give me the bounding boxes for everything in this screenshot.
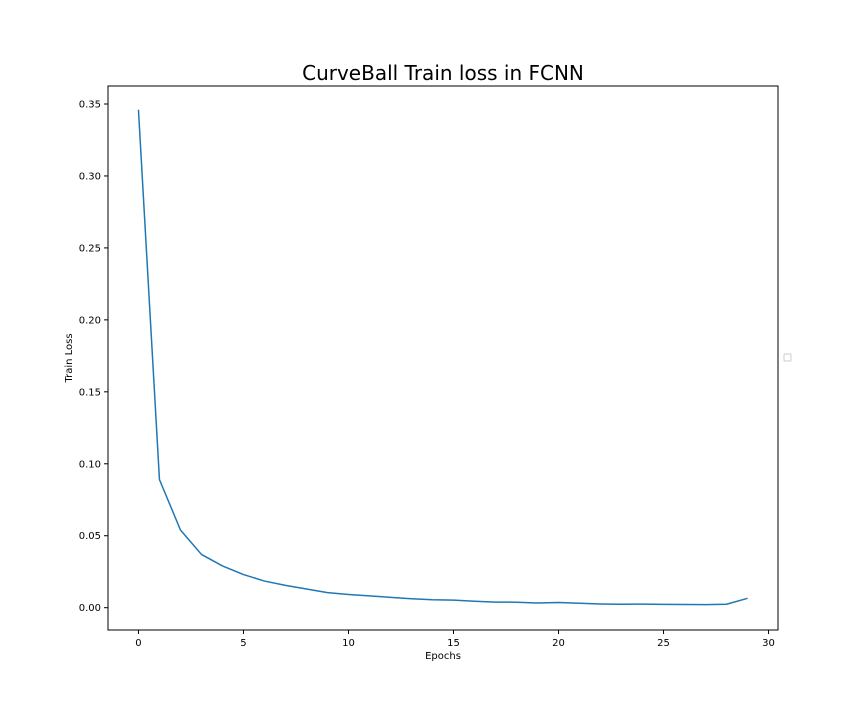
- x-tick-label: 15: [447, 638, 460, 649]
- y-tick-label: 0.20: [79, 315, 101, 326]
- x-axis-label: Epochs: [425, 651, 461, 662]
- plot-frame: [107, 85, 779, 631]
- x-axis-ticks: 0 5 10 15 20 25 30: [135, 630, 775, 649]
- empty-legend-box: [783, 353, 792, 362]
- y-tick-label: 0.00: [79, 603, 101, 614]
- y-tick-label: 0.10: [79, 459, 101, 470]
- x-tick-label: 5: [240, 638, 246, 649]
- x-tick-label: 30: [762, 638, 775, 649]
- x-tick-label: 10: [342, 638, 355, 649]
- x-tick-label: 0: [135, 638, 141, 649]
- chart-title: CurveBall Train loss in FCNN: [302, 61, 584, 85]
- x-tick-label: 20: [552, 638, 565, 649]
- y-axis-label: Train Loss: [64, 333, 75, 383]
- y-tick-label: 0.35: [79, 99, 101, 110]
- train-loss-line: [137, 109, 748, 606]
- y-tick-label: 0.05: [79, 531, 101, 542]
- y-tick-label: 0.15: [79, 387, 101, 398]
- y-tick-label: 0.25: [79, 243, 101, 254]
- x-tick-label: 25: [657, 638, 670, 649]
- y-tick-label: 0.30: [79, 171, 101, 182]
- y-axis-ticks: 0.00 0.05 0.10 0.15 0.20 0.25 0.30 0.35: [79, 99, 108, 614]
